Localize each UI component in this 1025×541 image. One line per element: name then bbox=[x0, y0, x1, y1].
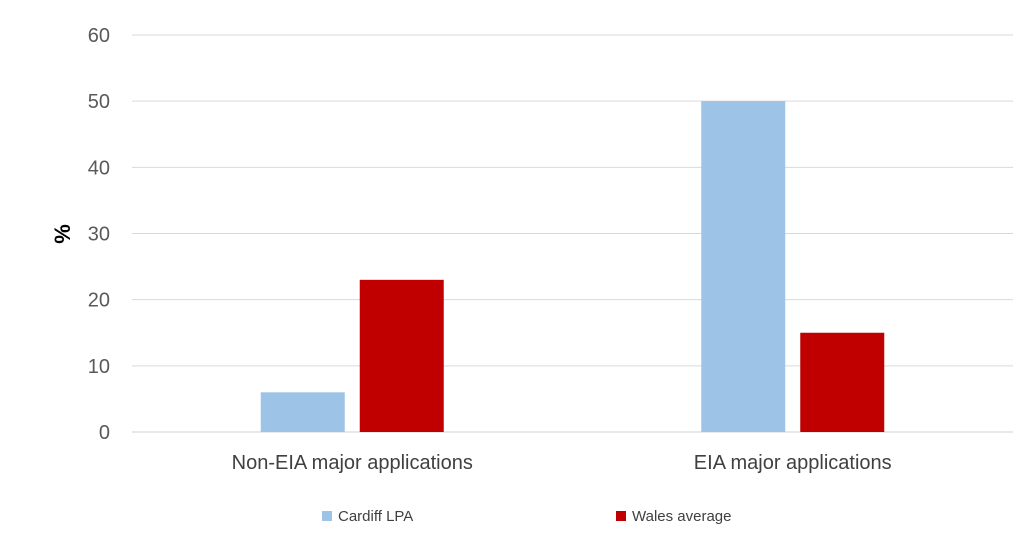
y-tick-label: 10 bbox=[88, 356, 110, 378]
y-axis-label: % bbox=[50, 224, 75, 244]
bar-cardiff-lpa bbox=[260, 392, 345, 432]
y-tick-label: 50 bbox=[88, 91, 110, 113]
legend-swatch bbox=[322, 511, 332, 521]
legend-label: Cardiff LPA bbox=[338, 508, 413, 525]
x-category-label: Non-EIA major applications bbox=[232, 452, 473, 474]
bar-wales-average bbox=[800, 332, 885, 432]
bar-wales-average bbox=[359, 279, 444, 432]
y-tick-label: 30 bbox=[88, 224, 110, 246]
legend-swatch bbox=[616, 511, 626, 521]
y-tick-label: 40 bbox=[88, 157, 110, 179]
legend-label: Wales average bbox=[632, 508, 732, 525]
legend: Cardiff LPA Wales average bbox=[322, 508, 732, 525]
y-tick-label: 0 bbox=[99, 422, 110, 444]
y-tick-label: 60 bbox=[88, 25, 110, 47]
x-axis-categories: Non-EIA major applications EIA major appl… bbox=[232, 452, 892, 474]
gridlines bbox=[132, 34, 1013, 433]
bars bbox=[260, 101, 885, 433]
y-axis-ticks: 0 10 20 30 40 50 60 bbox=[88, 25, 110, 444]
x-category-label: EIA major applications bbox=[694, 452, 892, 474]
bar-cardiff-lpa bbox=[701, 101, 786, 433]
y-tick-label: 20 bbox=[88, 290, 110, 312]
